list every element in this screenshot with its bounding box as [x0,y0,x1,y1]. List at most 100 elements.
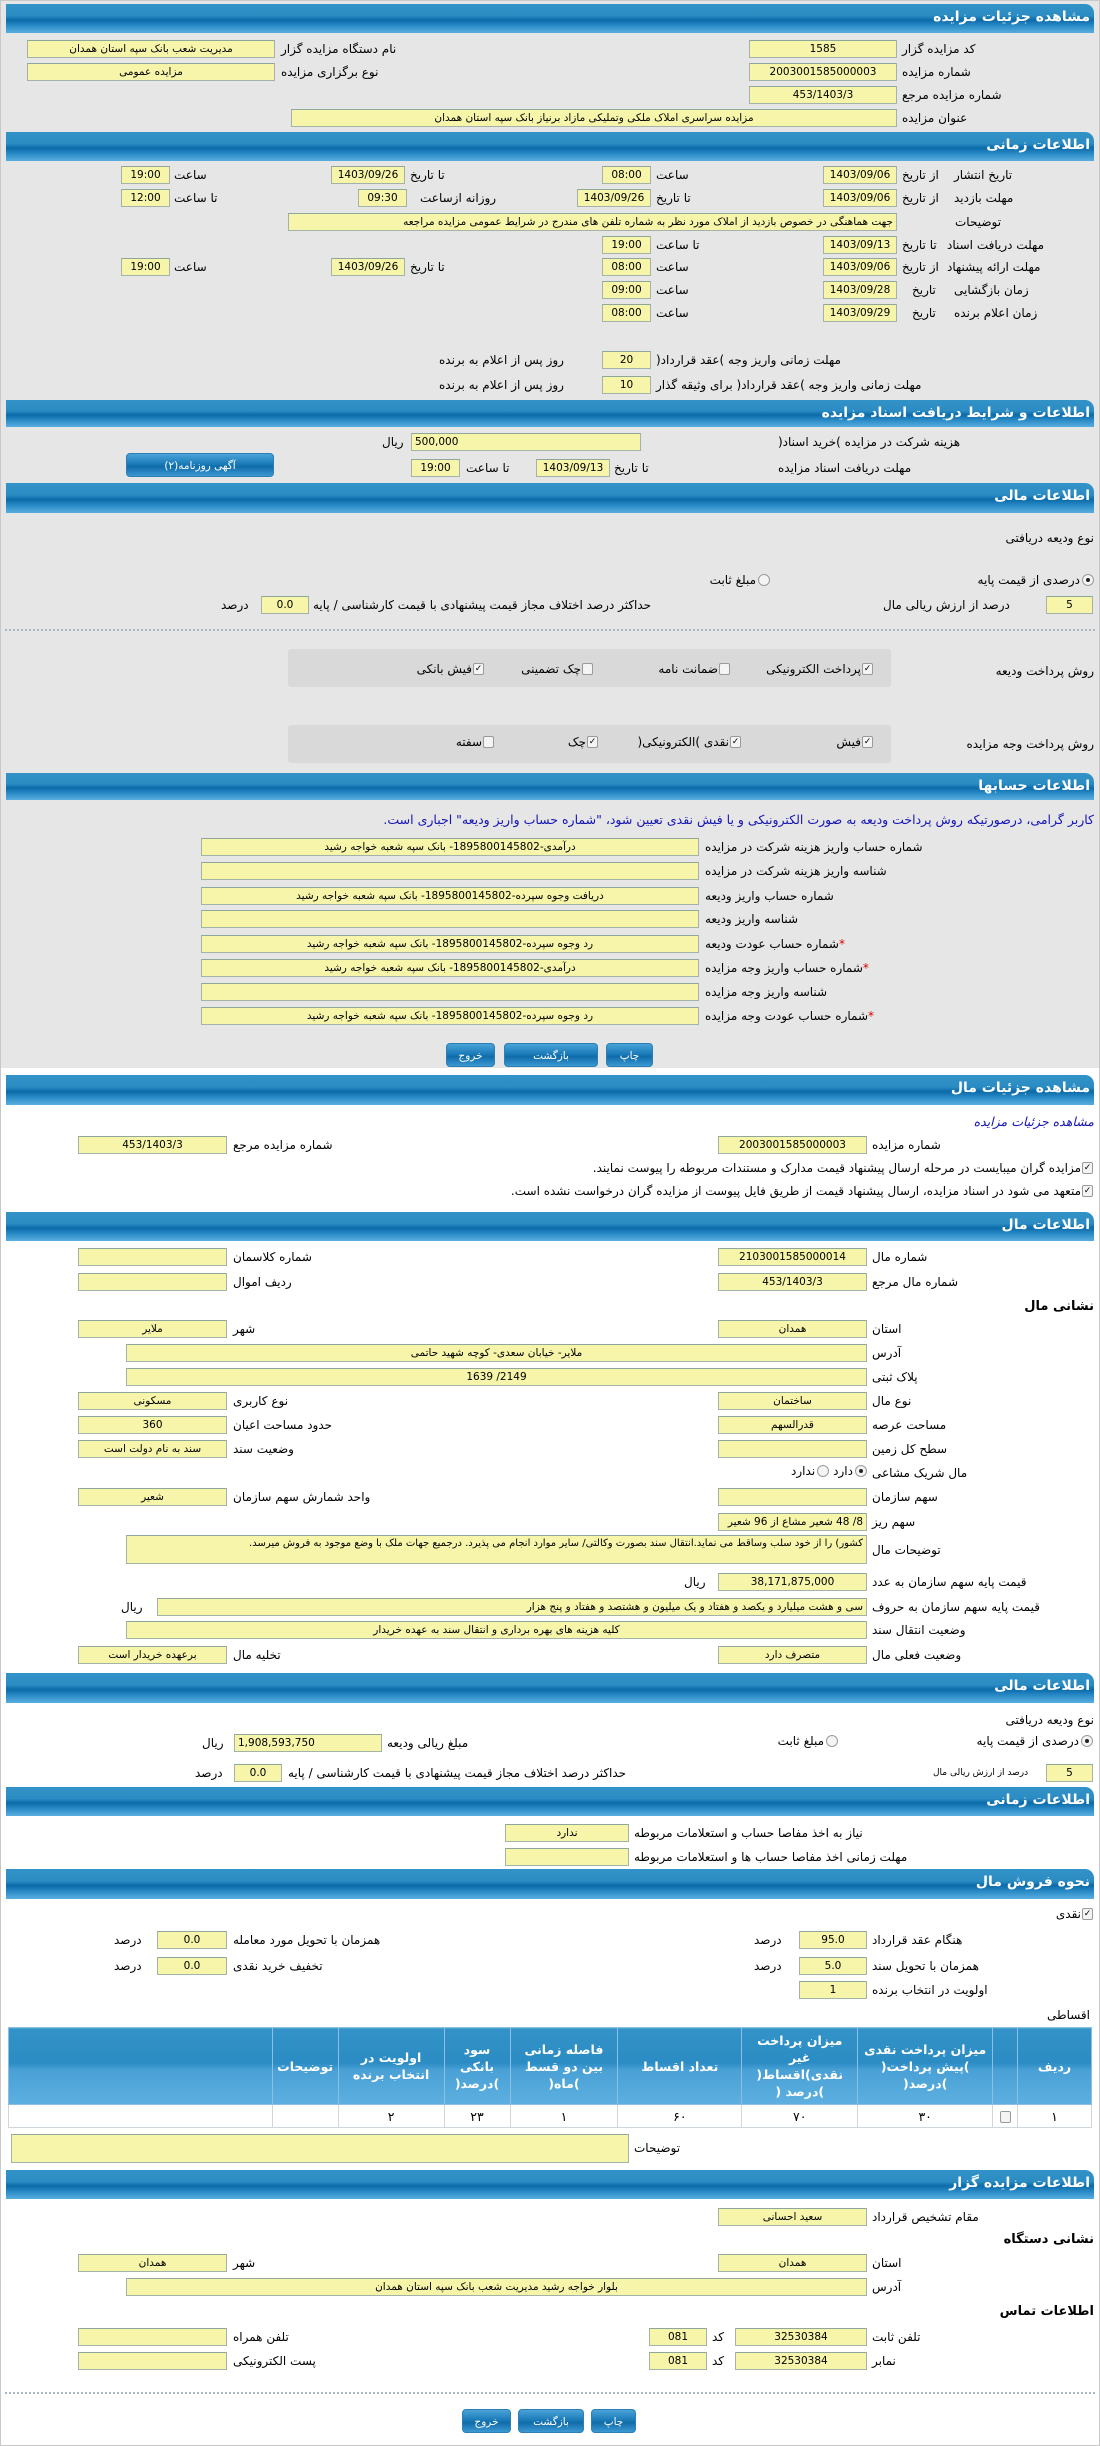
checkbox-checked-icon[interactable]: ✓ [587,736,598,748]
checkbox-checked-icon[interactable]: ✓ [1082,1908,1093,1920]
radio-yes[interactable] [855,1465,867,1477]
radio-no[interactable] [817,1465,830,1477]
radio-fixed-label: مبلغ ثابت [709,573,756,587]
cell-noncash-percent: ۷۰ [741,2104,859,2128]
deposit-method-bank-receipt[interactable]: ✓ فیش بانکی [417,662,484,676]
checkbox-checked-icon[interactable]: ✓ [1082,1162,1093,1174]
on-contract-label: هنگام عقد قرارداد [872,1933,963,1947]
checkbox-checked-icon[interactable]: ✓ [730,736,741,748]
province-label: استان [872,1322,902,1336]
checkbox-checked-icon[interactable]: ✓ [862,736,873,748]
exit-button-bottom[interactable]: خروج [462,2409,511,2433]
cash-checkbox[interactable]: ✓ نقدی [1056,1907,1093,1921]
class-number-field [78,1248,227,1266]
back-button-bottom[interactable]: بازگشت [518,2409,584,2433]
phone-code-label: کد [712,2330,725,2344]
price-words-label: قیمت پایه سهم سازمان به حروف [872,1600,1040,1614]
section-header-sale: نحوه فروش مال [6,1869,1094,1899]
property-number-label: شماره مال [872,1250,928,1264]
authority-label: مقام تشخیص قرارداد [872,2210,979,2224]
org-province-label: استان [872,2256,902,2270]
radio-fixed[interactable] [758,574,770,586]
max-diff-label-2: حداکثر درصد اختلاف مجاز قیمت پیشنهادی با… [288,1766,627,1780]
account-label: *شماره حساب عودت ودیعه [705,935,845,953]
opening-date: 1403/09/28 [823,281,897,299]
price-number-field: 38,171,875,000 [718,1573,867,1591]
checkbox-unchecked-icon[interactable] [719,663,730,675]
discount-label: تخفیف خرید نقدی [233,1959,323,1973]
cell-blank [8,2104,273,2128]
checkbox-unchecked-icon[interactable] [582,663,593,675]
required-mark: * [862,961,869,975]
offer-to-time-label: ساعت [174,260,207,274]
exit-button[interactable]: خروج [446,1043,495,1067]
checkbox-checked-icon[interactable]: ✓ [862,663,873,675]
checkbox-checked-icon[interactable]: ✓ [473,663,484,675]
table-row: ۱ ۳۰ ۷۰ ۶۰ ۱ ۲۳ ۲ [8,2104,1092,2128]
col-select [992,2027,1019,2105]
radio-percent[interactable] [1081,1735,1093,1747]
deposit-method-guarantee[interactable]: ضمانت نامه [658,662,730,676]
max-diff-field: 0.0 [261,596,309,614]
auction-number-field: 2003001585000003 [749,63,897,81]
account-label-text: شماره حساب واریز وجه مزایده [705,961,863,975]
property-address-title: نشانی مال [1024,1299,1094,1314]
on-delivery-unit: درصد [114,1933,142,1947]
deposit-amount-label: مبلغ ریالی ودیعه [387,1736,469,1750]
publish-label: تاریخ انتشار [954,168,1013,182]
back-button[interactable]: بازگشت [504,1043,598,1067]
property-desc-field[interactable]: کشور) را از خود سلب وساقط می نماید.انتقا… [126,1535,867,1564]
cell-row: ۱ [1017,2104,1092,2128]
docs-deadline2-time-label: تا ساعت [466,461,510,475]
auction-details-link[interactable]: مشاهده جزئیات مزایده [973,1114,1094,1129]
pay-deadline-collateral-field: 10 [602,376,651,394]
authority-field: سعید احسانی [718,2208,867,2226]
cash-label: نقدی [1055,1907,1081,1921]
deposit-amount-field: 1,908,593,750 [234,1734,382,1752]
radio-percent-option[interactable]: درصدی از قیمت پایه [978,573,1094,587]
radio-percent[interactable] [1082,574,1094,586]
property-desc-label: توضیحات مال [872,1543,941,1557]
payment-method-cheque[interactable]: ✓ چک [568,735,598,749]
visit-to-date: 1403/09/26 [577,189,651,207]
payment-method-receipt[interactable]: ✓ فیش [836,735,873,749]
account-field: دریافت وجوه سپرده-1895800145802- بانک سپ… [201,887,699,905]
section-header-finance-2: اطلاعات مالی [6,1673,1094,1703]
newspaper-ad-button[interactable]: آگهی روزنامه(۲) [126,453,274,477]
clearance-deadline-field [505,1848,629,1866]
cell-select[interactable] [992,2104,1019,2128]
print-button[interactable]: چاپ [606,1043,653,1067]
section-header-item: مشاهده جزئیات مال [6,1075,1094,1105]
no-attachment-checkbox[interactable]: ✓ متعهد می شود در اسناد مزایده، ارسال پیش… [511,1184,1093,1198]
required-mark: * [838,937,845,951]
radio-fixed-option[interactable]: مبلغ ثابت [710,573,770,587]
pay-deadline-label: مهلت زمانی واریز وجه )عقد قرارداد( [656,353,841,367]
org-name-field: مدیریت شعب بانک سپه استان همدان [27,40,275,58]
radio-percent-option-2[interactable]: درصدی از قیمت پایه [977,1734,1093,1748]
attach-docs-checkbox[interactable]: ✓ مزایده گران میبایست در مرحله ارسال پیشن… [593,1161,1093,1175]
publish-time-label: ساعت [656,168,689,182]
radio-fixed-option-2[interactable]: مبلغ ثابت [778,1734,838,1748]
offer-from-time: 08:00 [602,258,651,276]
checkbox-checked-icon[interactable]: ✓ [1082,1185,1093,1197]
section-header-accounts: اطلاعات حسابها [6,773,1094,800]
share-detail-field: 8/ 48 شعیر مشاع از 96 شعیر [718,1513,867,1531]
sale-notes-field[interactable] [11,2134,629,2163]
payment-method-cash[interactable]: ✓ نقدی )الکترونیکی( [637,735,741,749]
cell-interval: ۱ [509,2104,619,2128]
evacuation-field: برعهده خریدار است [78,1646,227,1664]
visit-to-time: 12:00 [121,189,170,207]
account-label: شماره حساب واریز هزینه شرکت در مزایده [705,838,923,856]
deposit-method-cheque[interactable]: چک تضمینی [521,662,593,676]
checkbox-unchecked-icon[interactable] [483,736,494,748]
radio-fixed[interactable] [826,1735,838,1747]
opening-time-label: ساعت [656,283,689,297]
deposit-method-electronic[interactable]: ✓ پرداخت الکترونیکی [766,662,873,676]
checkbox-unchecked-icon[interactable] [1000,2111,1012,2123]
winner-label: زمان اعلام برنده [954,306,1038,320]
org-address-field: بلوار خواجه رشید مدیریت شعب بانک سپه است… [126,2278,867,2296]
payment-method-promissory[interactable]: سفته [456,735,494,749]
print-button-bottom[interactable]: چاپ [591,2409,636,2433]
on-delivery-field: 0.0 [157,1931,227,1949]
auction-title-label: عنوان مزایده [902,111,968,125]
